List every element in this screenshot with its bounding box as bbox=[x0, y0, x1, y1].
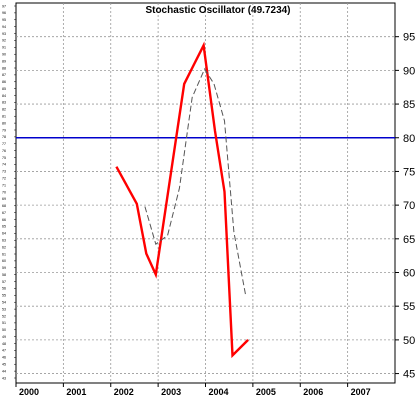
x-axis-ticks: 2000 2001 2002 2003 2004 2005 2006 2007 bbox=[15, 383, 371, 397]
grid-lines bbox=[16, 3, 395, 383]
y-tick-label: 60 bbox=[403, 268, 415, 280]
right-axis-ticks: 45 50 55 60 65 70 75 80 85 90 95 bbox=[395, 32, 415, 381]
left-tick-label: 56 bbox=[2, 287, 6, 291]
x-tick-label: 2005 bbox=[256, 387, 276, 397]
left-tick-label: 76 bbox=[2, 149, 6, 153]
x-tick-label: 2006 bbox=[303, 387, 323, 397]
left-tick-label: 59 bbox=[2, 266, 6, 270]
y-tick-label: 70 bbox=[403, 200, 415, 212]
x-tick-label: 2000 bbox=[19, 387, 39, 397]
left-tick-label: 47 bbox=[2, 349, 6, 353]
y-tick-label: 65 bbox=[403, 234, 415, 246]
left-tick-label: 58 bbox=[2, 273, 6, 277]
left-tick-label: 68 bbox=[2, 204, 6, 208]
left-tick-label: 73 bbox=[2, 170, 6, 174]
series-layer bbox=[115, 41, 249, 359]
left-tick-label: 97 bbox=[2, 4, 6, 8]
chart-title: Stochastic Oscillator (49.7234) bbox=[145, 5, 290, 16]
left-tick-label: 93 bbox=[2, 32, 6, 36]
y-tick-label: 75 bbox=[403, 166, 415, 178]
left-tick-label: 43 bbox=[2, 376, 6, 380]
left-tick-label: 44 bbox=[2, 369, 6, 373]
y-tick-label: 55 bbox=[403, 301, 415, 313]
left-axis-ticks: 97 96 95 94 93 92 91 90 89 88 87 86 85 84 83 82 81 80 79 78… bbox=[2, 4, 16, 380]
left-tick-label: 75 bbox=[2, 156, 6, 160]
left-tick-label: 70 bbox=[2, 190, 6, 194]
left-tick-label: 71 bbox=[2, 183, 6, 187]
left-tick-label: 62 bbox=[2, 245, 6, 249]
left-tick-label: 78 bbox=[2, 135, 6, 139]
y-tick-label: 85 bbox=[403, 99, 415, 111]
left-tick-label: 96 bbox=[2, 11, 6, 15]
oscillator-line-series bbox=[115, 41, 249, 359]
left-tick-label: 66 bbox=[2, 218, 6, 222]
left-tick-label: 52 bbox=[2, 314, 6, 318]
left-tick-label: 48 bbox=[2, 342, 6, 346]
left-tick-label: 92 bbox=[2, 39, 6, 43]
y-tick-label: 95 bbox=[403, 32, 415, 44]
left-tick-label: 89 bbox=[2, 59, 6, 63]
left-tick-label: 69 bbox=[2, 197, 6, 201]
left-tick-label: 74 bbox=[2, 163, 6, 167]
left-tick-label: 55 bbox=[2, 294, 6, 298]
left-tick-label: 86 bbox=[2, 80, 6, 84]
left-tick-label: 94 bbox=[2, 25, 6, 29]
x-tick-label: 2003 bbox=[161, 387, 181, 397]
left-tick-label: 95 bbox=[2, 18, 6, 22]
left-tick-label: 90 bbox=[2, 53, 6, 57]
left-tick-label: 83 bbox=[2, 101, 6, 105]
left-tick-label: 60 bbox=[2, 259, 6, 263]
left-tick-label: 53 bbox=[2, 307, 6, 311]
left-tick-label: 77 bbox=[2, 142, 6, 146]
x-tick-label: 2001 bbox=[66, 387, 86, 397]
x-tick-label: 2004 bbox=[209, 387, 229, 397]
x-tick-label: 2002 bbox=[114, 387, 134, 397]
y-tick-label: 45 bbox=[403, 369, 415, 381]
left-tick-label: 63 bbox=[2, 239, 6, 243]
left-tick-label: 67 bbox=[2, 211, 6, 215]
left-tick-label: 85 bbox=[2, 87, 6, 91]
left-tick-label: 51 bbox=[2, 321, 6, 325]
left-tick-label: 50 bbox=[2, 328, 6, 332]
left-tick-label: 81 bbox=[2, 115, 6, 119]
left-tick-label: 91 bbox=[2, 46, 6, 50]
left-tick-label: 65 bbox=[2, 225, 6, 229]
left-tick-label: 80 bbox=[2, 121, 6, 125]
y-tick-label: 90 bbox=[403, 65, 415, 77]
x-tick-label: 2007 bbox=[351, 387, 371, 397]
signal-line-series bbox=[144, 67, 247, 297]
left-tick-label: 61 bbox=[2, 252, 6, 256]
y-tick-label: 80 bbox=[403, 133, 415, 145]
left-tick-label: 87 bbox=[2, 73, 6, 77]
left-tick-label: 45 bbox=[2, 363, 6, 367]
left-tick-label: 49 bbox=[2, 335, 6, 339]
y-tick-label: 50 bbox=[403, 335, 415, 347]
left-tick-label: 57 bbox=[2, 280, 6, 284]
left-tick-label: 84 bbox=[2, 94, 6, 98]
left-tick-label: 46 bbox=[2, 356, 6, 360]
left-tick-label: 82 bbox=[2, 108, 6, 112]
left-tick-label: 54 bbox=[2, 301, 6, 305]
left-tick-label: 72 bbox=[2, 177, 6, 181]
left-tick-label: 79 bbox=[2, 128, 6, 132]
left-tick-label: 88 bbox=[2, 66, 6, 70]
left-tick-label: 64 bbox=[2, 232, 6, 236]
